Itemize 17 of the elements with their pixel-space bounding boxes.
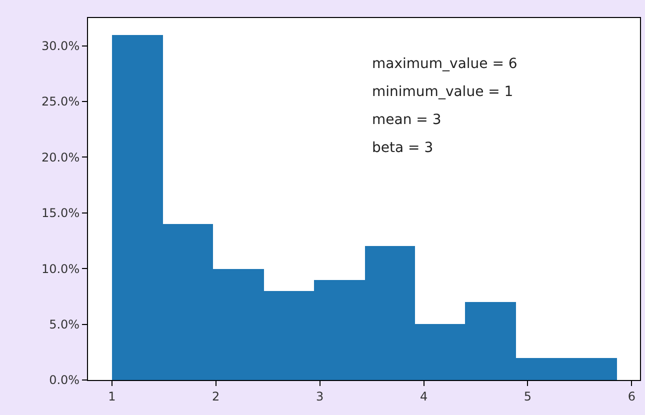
y-tick-label: 20.0% (41, 150, 80, 164)
y-tick-label: 0.0% (49, 373, 80, 388)
y-tick-label: 15.0% (41, 206, 80, 220)
y-tick-label: 10.0% (41, 262, 80, 276)
annotation: minimum_value = 1 (372, 84, 514, 100)
y-tick-label: 5.0% (49, 318, 80, 332)
x-tick-label: 6 (628, 389, 636, 404)
x-tick-label: 5 (524, 389, 532, 404)
annotation: beta = 3 (372, 140, 434, 156)
x-tick-label: 3 (316, 389, 324, 404)
x-tick-label: 4 (420, 389, 428, 404)
y-tick-label: 30.0% (41, 39, 80, 54)
annotation: maximum_value = 6 (372, 56, 518, 72)
annotation: mean = 3 (372, 112, 442, 128)
x-tick-label: 2 (212, 389, 220, 404)
x-tick-label: 1 (108, 389, 116, 404)
y-tick-label: 25.0% (41, 94, 80, 109)
